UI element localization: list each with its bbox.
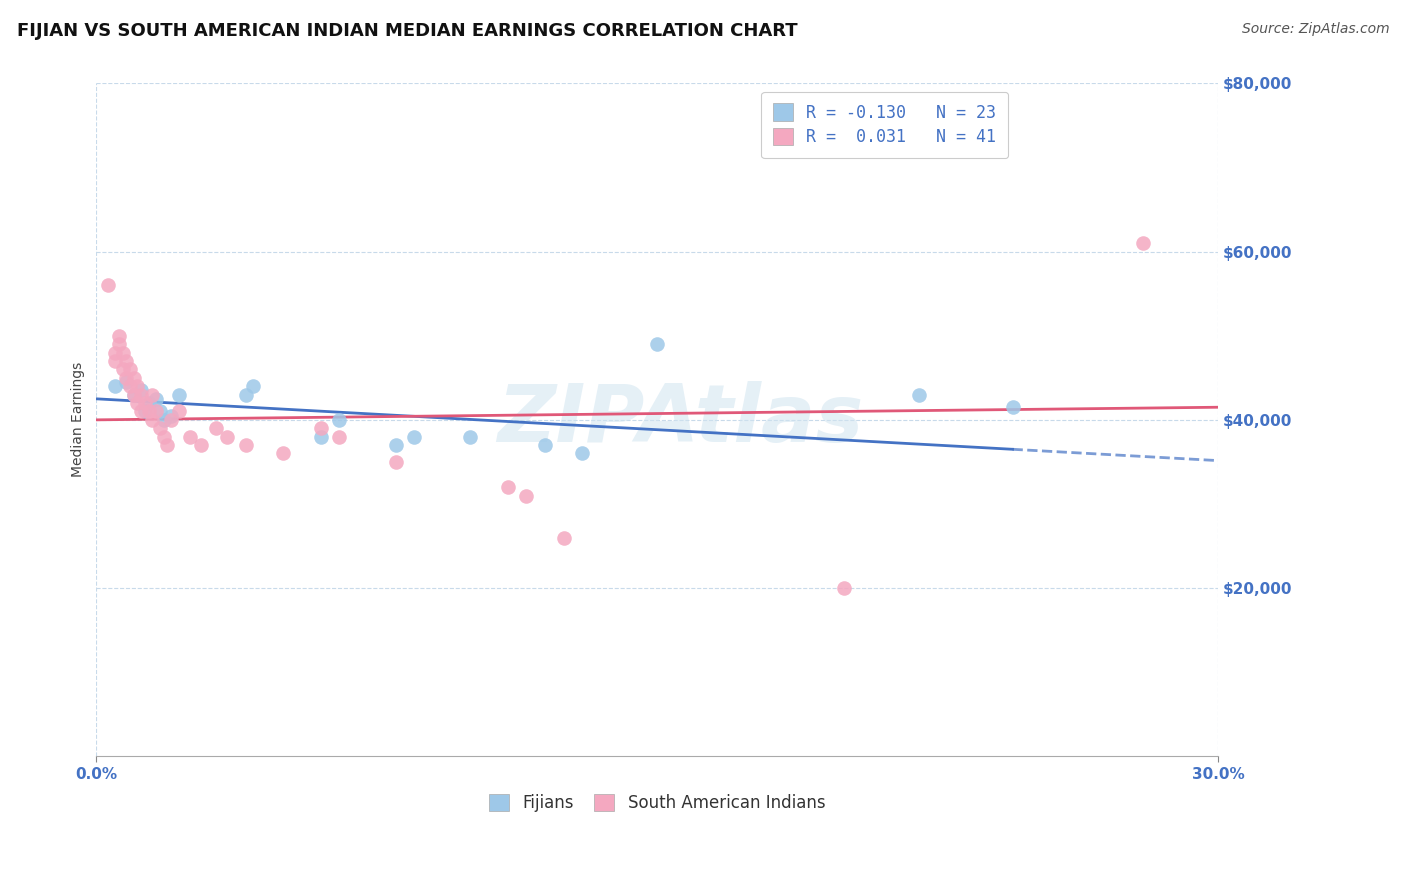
Point — [115, 375, 138, 389]
Point — [309, 421, 332, 435]
Point — [179, 430, 201, 444]
Point — [167, 387, 190, 401]
Point — [152, 413, 174, 427]
Point — [115, 354, 138, 368]
Point — [235, 438, 257, 452]
Point — [118, 379, 141, 393]
Point — [235, 387, 257, 401]
Point — [145, 392, 167, 406]
Point — [515, 489, 537, 503]
Point — [309, 430, 332, 444]
Point — [129, 384, 152, 398]
Point — [384, 455, 406, 469]
Point — [107, 328, 129, 343]
Point — [534, 438, 557, 452]
Point — [122, 387, 145, 401]
Point — [104, 354, 127, 368]
Point — [149, 404, 172, 418]
Point — [129, 387, 152, 401]
Point — [384, 438, 406, 452]
Point — [908, 387, 931, 401]
Point — [496, 480, 519, 494]
Point — [138, 404, 160, 418]
Point — [273, 446, 295, 460]
Point — [152, 430, 174, 444]
Point — [190, 438, 212, 452]
Point — [328, 413, 350, 427]
Point — [149, 421, 172, 435]
Point — [160, 413, 183, 427]
Point — [122, 387, 145, 401]
Legend: Fijians, South American Indians: Fijians, South American Indians — [479, 784, 835, 822]
Point — [156, 438, 179, 452]
Point — [111, 345, 134, 359]
Point — [160, 409, 183, 423]
Point — [645, 337, 668, 351]
Point — [134, 396, 156, 410]
Point — [127, 396, 149, 410]
Point — [217, 430, 239, 444]
Point — [167, 404, 190, 418]
Y-axis label: Median Earnings: Median Earnings — [72, 362, 86, 477]
Point — [129, 404, 152, 418]
Text: ZIPAtlas: ZIPAtlas — [496, 381, 863, 458]
Point — [141, 413, 163, 427]
Point — [134, 404, 156, 418]
Point — [1001, 401, 1024, 415]
Point — [460, 430, 482, 444]
Point — [138, 396, 160, 410]
Point — [1132, 236, 1154, 251]
Point — [122, 371, 145, 385]
Point — [115, 371, 138, 385]
Point — [118, 362, 141, 376]
Point — [832, 581, 855, 595]
Text: FIJIAN VS SOUTH AMERICAN INDIAN MEDIAN EARNINGS CORRELATION CHART: FIJIAN VS SOUTH AMERICAN INDIAN MEDIAN E… — [17, 22, 797, 40]
Text: Source: ZipAtlas.com: Source: ZipAtlas.com — [1241, 22, 1389, 37]
Point — [111, 362, 134, 376]
Point — [104, 345, 127, 359]
Point — [404, 430, 426, 444]
Point — [571, 446, 593, 460]
Point — [328, 430, 350, 444]
Point — [553, 531, 575, 545]
Point — [107, 337, 129, 351]
Point — [205, 421, 228, 435]
Point — [242, 379, 264, 393]
Point — [97, 278, 120, 293]
Point — [104, 379, 127, 393]
Point — [141, 387, 163, 401]
Point — [127, 379, 149, 393]
Point — [145, 404, 167, 418]
